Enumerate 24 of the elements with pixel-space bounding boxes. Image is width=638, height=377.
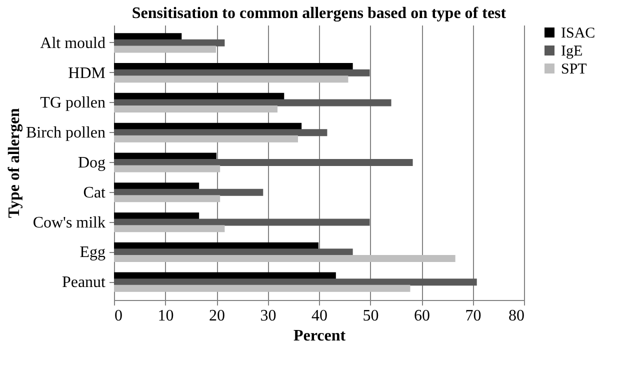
x-tick-label: 40 (312, 308, 328, 324)
y-tick-label: Birch pollen (26, 124, 106, 142)
y-axis-title: Type of allergen (6, 108, 23, 218)
y-tick-label: Cow's milk (32, 214, 106, 232)
y-tick-label: Alt mould (40, 34, 106, 52)
x-tick-label: 80 (508, 308, 524, 324)
legend-label: ISAC (561, 26, 596, 42)
x-tick-label: 50 (362, 308, 379, 324)
y-tick-label: HDM (68, 64, 106, 82)
y-tick-label: Peanut (62, 274, 106, 292)
y-tick-label: TG pollen (40, 94, 106, 112)
legend-label: SPT (561, 62, 587, 78)
y-tick-label: Egg (80, 244, 106, 262)
y-tick-label: Cat (83, 184, 106, 202)
x-tick-label: 0 (114, 308, 122, 324)
legend-label: IgE (561, 44, 583, 60)
x-axis-title: Percent (293, 328, 346, 344)
x-tick-label: 30 (260, 308, 276, 324)
x-tick-label: 70 (465, 308, 482, 324)
x-tick-label: 20 (209, 308, 225, 324)
chart-title: Sensitisation to common allergens based on type of test (132, 5, 507, 22)
y-tick-label: Dog (78, 154, 106, 172)
x-tick-label: 10 (158, 308, 174, 324)
x-tick-label: 60 (414, 308, 430, 324)
